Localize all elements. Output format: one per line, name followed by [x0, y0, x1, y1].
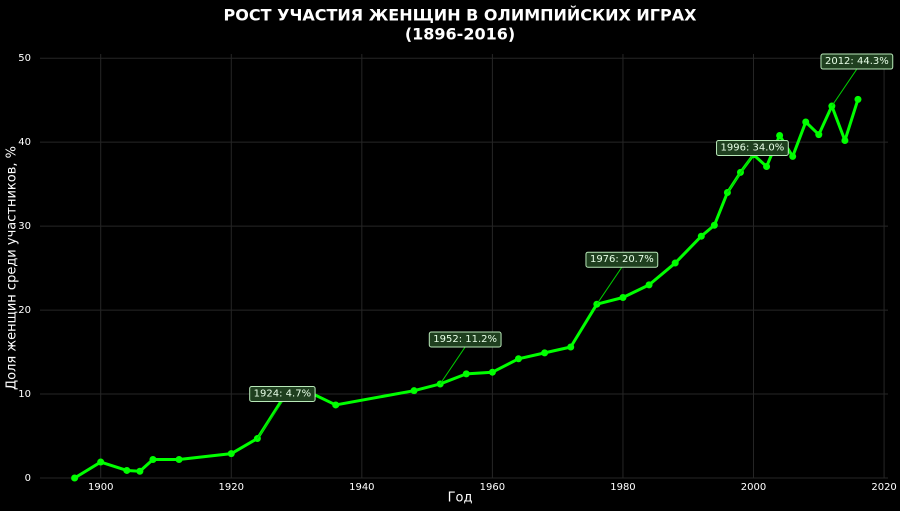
data-point — [815, 131, 823, 139]
y-tick-label: 30 — [18, 221, 31, 232]
x-tick-label: 1960 — [480, 482, 505, 493]
x-tick-label: 1940 — [349, 482, 374, 493]
annotation-box — [249, 386, 316, 403]
annotation-text: 1976: 20.7% — [590, 254, 654, 265]
data-point — [710, 221, 718, 229]
x-tick-label: 1900 — [88, 482, 113, 493]
data-point — [97, 458, 105, 466]
x-tick-label: 1980 — [610, 482, 635, 493]
data-point — [515, 355, 523, 363]
chart-title: РОСТ УЧАСТИЯ ЖЕНЩИН В ОЛИМПИЙСКИХ ИГРАХ — [224, 6, 698, 25]
data-point — [789, 152, 797, 160]
annotation-text: 2012: 44.3% — [825, 56, 889, 67]
data-point — [149, 456, 157, 464]
annotation-box — [585, 251, 659, 268]
data-point — [567, 343, 575, 351]
data-point — [645, 281, 653, 289]
data-point — [854, 95, 862, 103]
data-point — [123, 466, 131, 474]
annotation-arrow — [596, 266, 623, 305]
data-point — [541, 349, 549, 357]
annotation: 1952: 11.2% — [428, 331, 502, 348]
data-line — [73, 98, 860, 480]
annotation-text: 1996: 34.0% — [721, 143, 785, 154]
annotation: 2012: 44.3% — [820, 53, 894, 70]
annotation-arrow — [256, 401, 283, 439]
data-point — [802, 118, 810, 126]
y-tick-label: 40 — [18, 137, 31, 148]
data-point — [332, 401, 340, 409]
data-point — [697, 232, 705, 240]
annotation-text: 1924: 4.7% — [254, 389, 311, 400]
data-point — [175, 456, 183, 464]
data-point — [227, 450, 235, 458]
x-axis-label: Год — [448, 491, 473, 506]
annotation-arrow — [726, 155, 753, 193]
y-tick-label: 20 — [18, 305, 31, 316]
annotation-arrow — [439, 346, 466, 385]
data-point — [488, 368, 496, 376]
annotation-box — [428, 331, 502, 348]
annotation: 1996: 34.0% — [716, 140, 789, 157]
data-point — [763, 163, 771, 171]
data-point — [671, 259, 679, 267]
annotation-box — [820, 53, 894, 70]
data-point — [619, 293, 627, 301]
x-tick-label: 1920 — [219, 482, 244, 493]
annotation-arrow — [831, 68, 858, 107]
data-point — [136, 467, 144, 475]
annotation: 1924: 4.7% — [249, 386, 316, 403]
data-point — [462, 370, 470, 378]
annotation-text: 1952: 11.2% — [433, 334, 497, 345]
y-tick-label: 10 — [18, 389, 31, 400]
data-point — [410, 387, 418, 395]
y-tick-label: 50 — [18, 53, 31, 64]
data-point — [776, 131, 784, 139]
annotation: 1976: 20.7% — [585, 251, 659, 268]
y-tick-label: 0 — [25, 473, 31, 484]
data-point — [841, 136, 849, 144]
x-tick-label: 2000 — [741, 482, 766, 493]
data-point — [71, 474, 79, 482]
y-axis-label: Доля женщин среди участников, % — [5, 146, 20, 390]
chart-subtitle: (1896-2016) — [405, 25, 515, 44]
x-tick-label: 2020 — [871, 482, 896, 493]
annotation-box — [716, 140, 789, 157]
